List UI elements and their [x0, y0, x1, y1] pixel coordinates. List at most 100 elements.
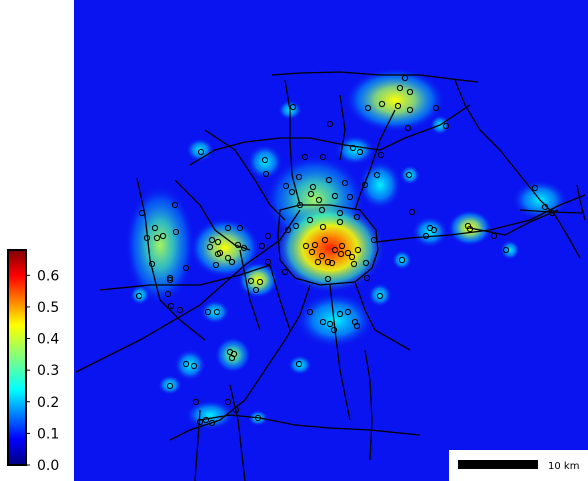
colorbar-tick-label: 0.6	[37, 268, 59, 284]
observation-point	[282, 182, 290, 190]
observation-point	[166, 382, 174, 390]
observation-point	[204, 308, 212, 316]
observation-point	[344, 308, 352, 316]
road	[454, 79, 581, 259]
observation-point	[398, 256, 406, 264]
observation-point	[338, 242, 346, 250]
observation-point	[401, 74, 409, 82]
observation-point	[406, 106, 414, 114]
observation-point	[252, 286, 260, 294]
observation-point	[206, 243, 214, 251]
colorbar-tick-label: 0.0	[37, 458, 59, 474]
observation-point	[361, 181, 369, 189]
observation-point	[176, 306, 184, 314]
road	[329, 284, 351, 421]
road	[136, 177, 206, 341]
observation-point	[311, 241, 319, 249]
observation-point	[151, 224, 159, 232]
observation-point	[364, 104, 372, 112]
observation-point	[377, 151, 385, 159]
observation-point	[422, 232, 430, 240]
road	[271, 71, 479, 83]
observation-point	[356, 148, 364, 156]
observation-point	[341, 179, 349, 187]
observation-point	[288, 188, 296, 196]
observation-point	[164, 290, 172, 298]
observation-point	[166, 276, 174, 284]
observation-point	[318, 206, 326, 214]
observation-point	[172, 228, 180, 236]
observation-point	[284, 226, 292, 234]
observation-point	[442, 122, 450, 130]
road	[239, 249, 261, 331]
road	[189, 104, 471, 166]
observation-point	[301, 153, 309, 161]
observation-point	[236, 224, 244, 232]
road	[75, 209, 301, 373]
observation-point	[143, 234, 151, 242]
road	[194, 409, 201, 481]
observation-point	[353, 213, 361, 221]
observation-point	[135, 292, 143, 300]
observation-point	[344, 249, 352, 257]
observation-point	[289, 103, 297, 111]
observation-point	[224, 224, 232, 232]
observation-point	[326, 120, 334, 128]
colorbar-tick-label: 0.1	[37, 426, 59, 442]
observation-point	[197, 148, 205, 156]
observation-point	[281, 268, 289, 276]
observation-point	[321, 236, 329, 244]
observation-point	[319, 223, 327, 231]
observation-point	[348, 253, 356, 261]
observation-point	[292, 222, 300, 230]
observation-point	[208, 419, 216, 427]
observation-point	[502, 246, 510, 254]
colorbar-tick-label: 0.2	[37, 395, 59, 411]
observation-point	[315, 196, 323, 204]
observation-point	[224, 398, 232, 406]
road	[277, 204, 379, 286]
road-network	[75, 71, 586, 481]
observation-point	[213, 308, 221, 316]
observation-point	[378, 100, 386, 108]
observation-point	[349, 144, 357, 152]
observation-point	[326, 320, 334, 328]
road	[354, 109, 396, 211]
observation-point	[295, 173, 303, 181]
observation-point	[296, 201, 304, 209]
observation-point	[346, 193, 354, 201]
observation-point	[432, 104, 440, 112]
colorbar-tick-label: 0.5	[37, 300, 59, 316]
observation-point	[405, 171, 413, 179]
observation-point	[196, 418, 204, 426]
observation-point	[264, 258, 272, 266]
observation-point	[353, 322, 361, 330]
observation-point	[214, 238, 222, 246]
observation-point	[376, 292, 384, 300]
observation-point	[309, 183, 317, 191]
observation-point	[337, 250, 345, 258]
road	[364, 349, 373, 461]
observation-point	[182, 360, 190, 368]
observation-point	[319, 153, 327, 161]
observation-point	[363, 274, 371, 282]
observation-point	[308, 248, 316, 256]
observation-point	[362, 259, 370, 267]
observation-point	[307, 190, 315, 198]
observation-point	[336, 310, 344, 318]
colorbar-gradient	[7, 249, 27, 466]
observation-point	[319, 318, 327, 326]
observation-point	[324, 275, 332, 283]
observation-point	[192, 398, 200, 406]
road	[339, 94, 346, 161]
road	[199, 414, 421, 436]
observation-point	[171, 201, 179, 209]
observation-point	[350, 260, 358, 268]
road	[169, 284, 311, 441]
colorbar-ticks: 0.0 0.1 0.2 0.3 0.4 0.5 0.6	[26, 268, 59, 474]
observation-point	[258, 242, 266, 250]
observation-point	[370, 236, 378, 244]
observation-point	[541, 203, 549, 211]
road	[229, 384, 246, 481]
